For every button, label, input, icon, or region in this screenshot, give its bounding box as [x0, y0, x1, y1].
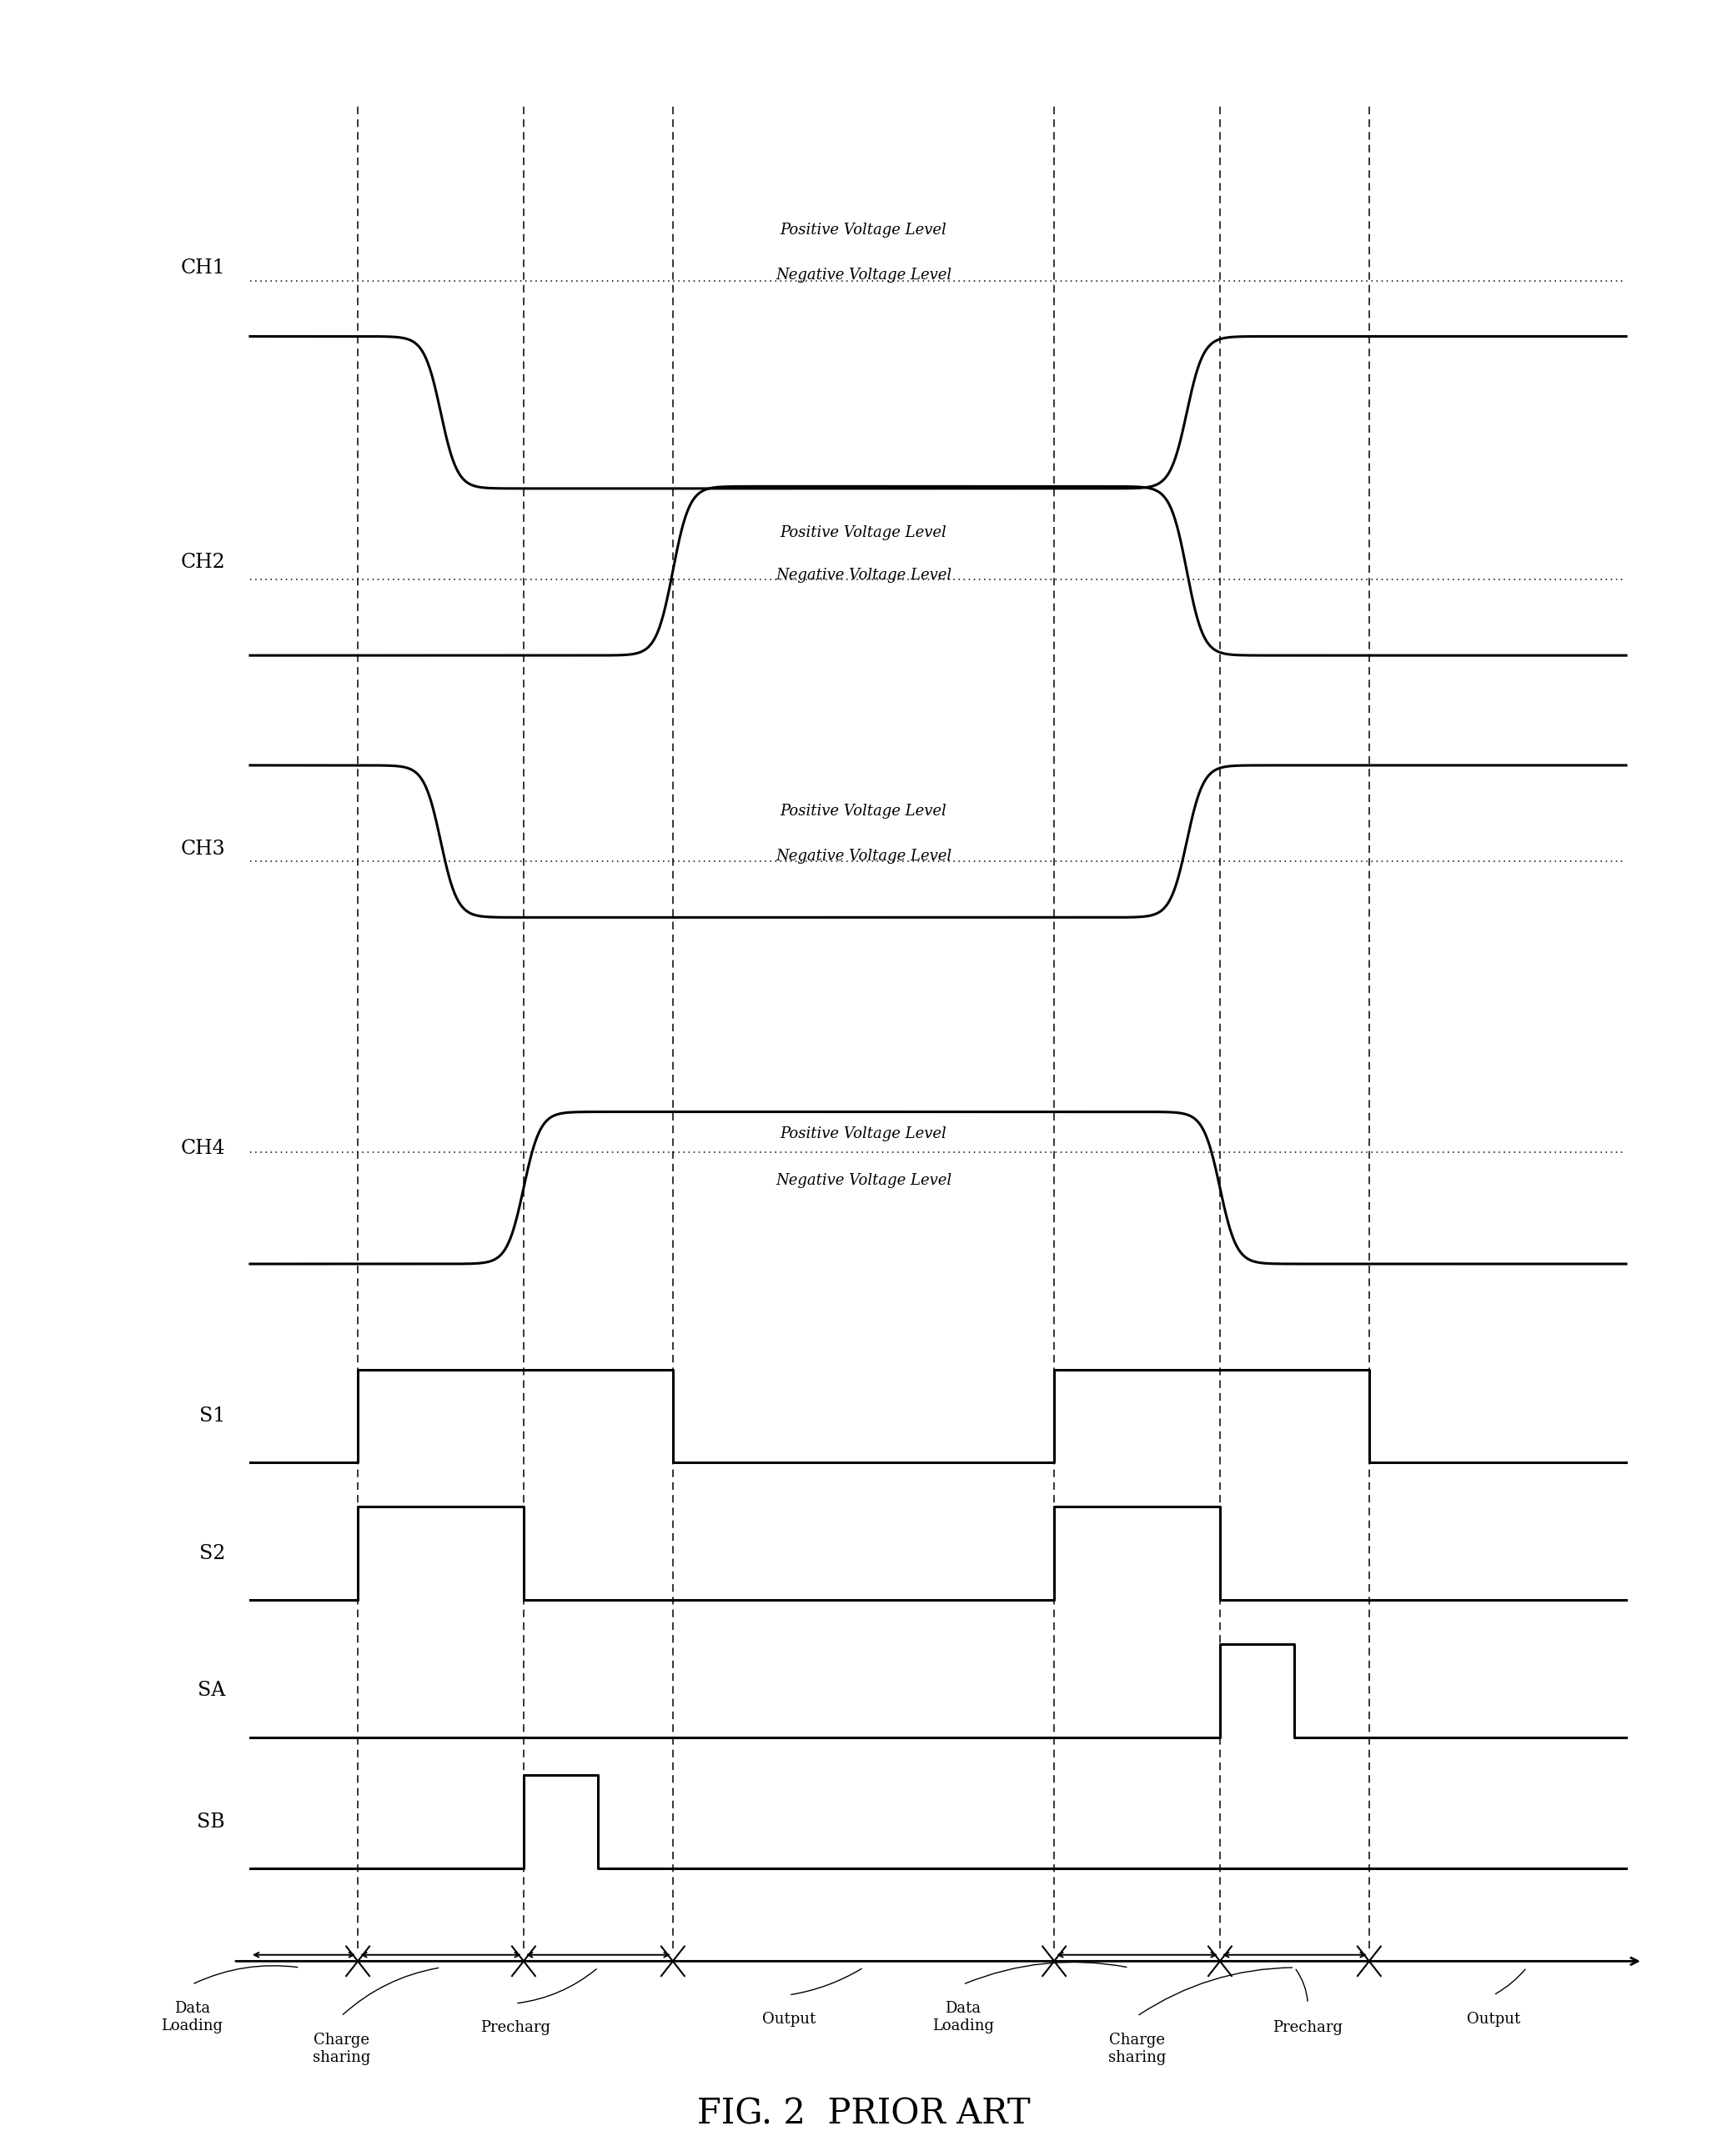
Text: Negative Voltage Level: Negative Voltage Level [775, 567, 952, 582]
Text: S1: S1 [199, 1406, 225, 1425]
Text: Negative Voltage Level: Negative Voltage Level [775, 849, 952, 865]
Text: SB: SB [197, 1813, 225, 1830]
Text: Precharg: Precharg [480, 2020, 551, 2035]
Text: SA: SA [197, 1682, 225, 1701]
Text: Negative Voltage Level: Negative Voltage Level [775, 1173, 952, 1188]
Text: Charge
sharing: Charge sharing [1109, 2033, 1166, 2065]
Text: Positive Voltage Level: Positive Voltage Level [781, 222, 946, 237]
Text: Data
Loading: Data Loading [933, 2001, 993, 2033]
Text: FIG. 2  PRIOR ART: FIG. 2 PRIOR ART [698, 2096, 1029, 2132]
Text: Positive Voltage Level: Positive Voltage Level [781, 526, 946, 541]
Text: Positive Voltage Level: Positive Voltage Level [781, 1128, 946, 1143]
Text: Negative Voltage Level: Negative Voltage Level [775, 267, 952, 282]
Text: Data
Loading: Data Loading [161, 2001, 223, 2033]
Text: Charge
sharing: Charge sharing [313, 2033, 370, 2065]
Text: Positive Voltage Level: Positive Voltage Level [781, 804, 946, 819]
Text: CH3: CH3 [181, 839, 225, 858]
Text: S2: S2 [199, 1544, 225, 1563]
Text: CH2: CH2 [180, 552, 225, 571]
Text: Output: Output [1466, 2012, 1520, 2027]
Text: Output: Output [762, 2012, 815, 2027]
Text: CH4: CH4 [180, 1138, 225, 1158]
Text: CH1: CH1 [180, 259, 225, 278]
Text: Precharg: Precharg [1273, 2020, 1344, 2035]
